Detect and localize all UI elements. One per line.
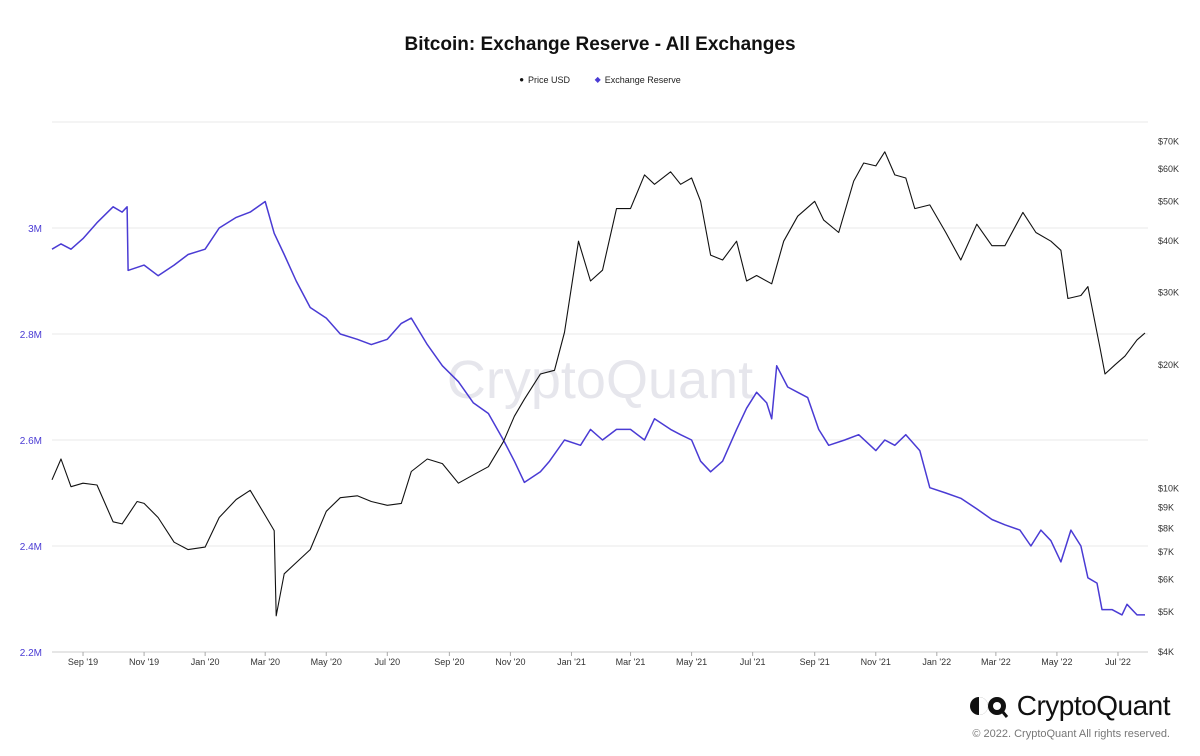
x-axis-tick-label: Jan '22	[922, 657, 951, 667]
x-axis-tick-label: Jul '22	[1105, 657, 1131, 667]
legend-label-reserve: Exchange Reserve	[604, 74, 681, 85]
x-axis-tick-label: May '20	[311, 657, 342, 667]
legend-item-price[interactable]: ● Price USD	[519, 75, 570, 85]
right-axis-tick-label: $20K	[1158, 360, 1179, 370]
chart-title: Bitcoin: Exchange Reserve - All Exchange…	[404, 34, 796, 55]
chart-legend: ● Price USD ◆ Exchange Reserve	[0, 74, 1200, 85]
left-axis-tick-label: 2.6M	[20, 436, 42, 447]
copyright-notice: © 2022. CryptoQuant All rights reserved.	[972, 728, 1170, 740]
x-axis-tick-label: Mar '20	[250, 657, 280, 667]
right-axis-tick-label: $5K	[1158, 607, 1174, 617]
x-axis-tick-label: Jul '21	[740, 657, 766, 667]
x-axis-tick-label: Mar '22	[981, 657, 1011, 667]
right-axis-tick-label: $7K	[1158, 547, 1174, 557]
x-axis-tick-label: Nov '21	[861, 657, 891, 667]
left-axis-tick-label: 2.8M	[20, 330, 42, 341]
right-axis-tick-label: $4K	[1158, 647, 1174, 657]
x-axis-tick-label: Sep '20	[434, 657, 464, 667]
right-axis-tick-label: $8K	[1158, 523, 1174, 533]
right-axis-tick-label: $70K	[1158, 136, 1179, 146]
legend-marker-reserve: ◆	[594, 75, 601, 84]
x-axis-tick-label: Jul '20	[374, 657, 400, 667]
right-axis-tick-label: $10K	[1158, 484, 1179, 494]
left-axis-tick-label: 2.4M	[20, 542, 42, 553]
right-axis-tick-label: $50K	[1158, 196, 1179, 206]
right-axis-tick-label: $60K	[1158, 164, 1179, 174]
right-axis: $4K $5K $6K $7K $8K $9K $10K $20K $30K $40K $50K $6…	[1158, 136, 1179, 657]
right-axis-tick-label: $40K	[1158, 236, 1179, 246]
x-axis-tick-label: May '22	[1041, 657, 1072, 667]
x-axis-tick-label: Nov '20	[495, 657, 525, 667]
left-axis-tick-label: 2.2M	[20, 648, 42, 659]
legend-label-price: Price USD	[528, 74, 571, 85]
right-axis-tick-label: $6K	[1158, 575, 1174, 585]
legend-marker-price: ●	[519, 75, 525, 84]
x-axis-tick-label: May '21	[676, 657, 707, 667]
right-axis-tick-label: $9K	[1158, 502, 1174, 512]
brand-name: CryptoQuant	[1016, 690, 1171, 721]
price-usd-line	[51, 151, 1146, 617]
x-axis-tick-label: Jan '21	[557, 657, 586, 667]
x-axis-tick-label: Sep '19	[68, 657, 98, 667]
x-axis-tick-label: Sep '21	[800, 657, 830, 667]
brand-logo: CryptoQuant	[969, 690, 1171, 722]
x-axis: Sep '19 Nov '19 Jan '20 Mar '20 May '20 Jul '…	[52, 651, 1148, 667]
right-axis-tick-label: $30K	[1158, 287, 1179, 297]
series-layer	[51, 151, 1146, 617]
x-axis-tick-label: Nov '19	[129, 657, 159, 667]
left-axis: 2.2M 2.4M 2.6M 2.8M 3M	[20, 224, 42, 659]
left-axis-tick-label: 3M	[28, 224, 42, 235]
x-axis-tick-label: Jan '20	[191, 657, 220, 667]
legend-item-reserve[interactable]: ◆ Exchange Reserve	[595, 75, 681, 85]
chart-watermark: CryptoQuant	[447, 350, 753, 410]
x-axis-tick-label: Mar '21	[616, 657, 646, 667]
exchange-reserve-line	[51, 200, 1145, 616]
cryptoquant-logo-icon	[969, 697, 1008, 718]
